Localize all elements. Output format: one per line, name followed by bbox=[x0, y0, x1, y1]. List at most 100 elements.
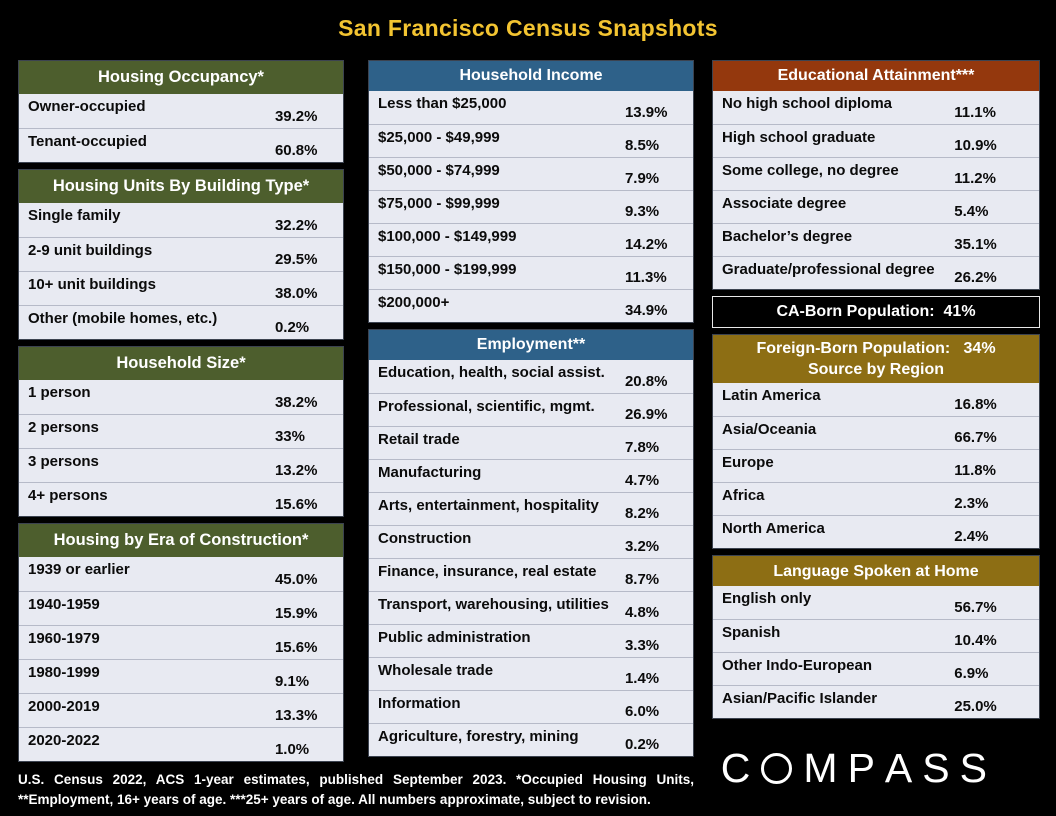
row-value: 11.3% bbox=[624, 269, 667, 286]
census-table: Housing Units By Building Type* Single fa… bbox=[18, 169, 344, 340]
logo-letter: P bbox=[847, 745, 875, 791]
row-value: 2.3% bbox=[954, 495, 989, 513]
table-row: Bachelor’s degree 35.1% bbox=[713, 223, 1039, 256]
table-header: CA-Born Population: 41% bbox=[713, 297, 1039, 327]
table-row: Agriculture, forestry, mining 0.2% bbox=[369, 723, 693, 756]
row-value: 4.7% bbox=[624, 472, 660, 489]
table-row: 1 person 38.2% bbox=[19, 380, 343, 414]
row-label: 1 person bbox=[28, 384, 91, 401]
row-value: 26.2% bbox=[954, 269, 997, 286]
table-row: 2020-2022 1.0% bbox=[19, 727, 343, 761]
row-value: 13.2% bbox=[274, 462, 318, 479]
row-label: 1980-1999 bbox=[28, 664, 100, 681]
row-value: 8.7% bbox=[624, 571, 660, 588]
row-value: 11.2% bbox=[954, 170, 996, 187]
row-label: Spanish bbox=[722, 624, 781, 642]
row-value: 9.3% bbox=[624, 203, 660, 220]
row-value: 16.8% bbox=[954, 396, 997, 414]
table-title: Household Income bbox=[459, 67, 603, 85]
table-row: High school graduate 10.9% bbox=[713, 124, 1039, 157]
table-row: $25,000 - $49,999 8.5% bbox=[369, 124, 693, 157]
table-title: Educational Attainment*** bbox=[777, 67, 975, 85]
table-row: Information 6.0% bbox=[369, 690, 693, 723]
row-value: 5.4% bbox=[954, 203, 989, 220]
logo-letter: C bbox=[720, 745, 751, 791]
table-row: Africa 2.3% bbox=[713, 482, 1039, 516]
row-value: 45.0% bbox=[274, 571, 318, 588]
row-label: Public administration bbox=[378, 629, 531, 646]
footnote: U.S. Census 2022, ACS 1-year estimates, … bbox=[18, 771, 694, 807]
census-table: Language Spoken at Home English only 56.7%… bbox=[712, 555, 1040, 720]
table-row: 1940-1959 15.9% bbox=[19, 591, 343, 625]
table-row: Construction 3.2% bbox=[369, 525, 693, 558]
column-right: Educational Attainment*** No high school … bbox=[712, 60, 1040, 762]
row-label: Arts, entertainment, hospitality bbox=[378, 497, 599, 514]
table-row: 1980-1999 9.1% bbox=[19, 659, 343, 693]
row-label: Latin America bbox=[722, 387, 821, 405]
row-value: 1.4% bbox=[624, 670, 660, 687]
table-row: 3 persons 13.2% bbox=[19, 448, 343, 482]
row-label: 2-9 unit buildings bbox=[28, 242, 153, 259]
row-label: $150,000 - $199,999 bbox=[378, 261, 517, 278]
row-value: 13.9% bbox=[624, 104, 668, 121]
table-title: CA-Born Population: 41% bbox=[776, 303, 976, 321]
table-header: Employment** bbox=[369, 330, 693, 360]
table-row: Owner-occupied 39.2% bbox=[19, 94, 343, 128]
table-row: Wholesale trade 1.4% bbox=[369, 657, 693, 690]
logo-letter: S bbox=[959, 745, 987, 791]
table-title: Housing Units By Building Type* bbox=[52, 176, 310, 195]
row-value: 11.8% bbox=[954, 462, 996, 480]
table-row: $75,000 - $99,999 9.3% bbox=[369, 190, 693, 223]
row-label: High school graduate bbox=[722, 129, 876, 146]
table-title: Housing Occupancy* bbox=[98, 67, 264, 86]
row-value: 32.2% bbox=[274, 217, 318, 234]
table-row: Other (mobile homes, etc.) 0.2% bbox=[19, 305, 343, 339]
row-label: Wholesale trade bbox=[378, 662, 494, 679]
row-label: 1939 or earlier bbox=[28, 561, 130, 578]
row-value: 13.3% bbox=[274, 707, 318, 724]
table-row: 10+ unit buildings 38.0% bbox=[19, 271, 343, 305]
row-value: 66.7% bbox=[954, 429, 997, 447]
row-value: 38.0% bbox=[274, 285, 318, 302]
table-title: Foreign-Born Population: 34% bbox=[756, 340, 996, 357]
table-row: Less than $25,000 13.9% bbox=[369, 91, 693, 124]
table-row: Asian/Pacific Islander 25.0% bbox=[713, 685, 1039, 719]
row-label: $25,000 - $49,999 bbox=[378, 129, 500, 146]
table-row: 2-9 unit buildings 29.5% bbox=[19, 237, 343, 271]
table-row: North America 2.4% bbox=[713, 515, 1039, 549]
row-label: Manufacturing bbox=[378, 464, 482, 481]
row-value: 25.0% bbox=[954, 698, 997, 716]
row-value: 15.6% bbox=[274, 639, 318, 656]
row-value: 34.9% bbox=[624, 302, 668, 319]
row-value: 6.9% bbox=[954, 665, 989, 683]
row-label: 1960-1979 bbox=[28, 630, 100, 647]
table-row: Latin America 16.8% bbox=[713, 383, 1039, 417]
row-label: $100,000 - $149,999 bbox=[378, 228, 517, 245]
row-label: Education, health, social assist. bbox=[378, 364, 605, 381]
table-row: English only 56.7% bbox=[713, 586, 1039, 620]
row-value: 11.1% bbox=[954, 104, 996, 121]
census-table: Housing by Era of Construction* 1939 or e… bbox=[18, 523, 344, 762]
row-value: 4.8% bbox=[624, 604, 660, 621]
table-row: Public administration 3.3% bbox=[369, 624, 693, 657]
row-label: Owner-occupied bbox=[28, 98, 146, 115]
table-header: Foreign-Born Population: 34% Source by Re… bbox=[713, 335, 1039, 384]
row-label: Asia/Oceania bbox=[722, 421, 817, 439]
row-value: 3.2% bbox=[624, 538, 660, 555]
row-value: 38.2% bbox=[274, 394, 318, 411]
row-label: Transport, warehousing, utilities bbox=[378, 596, 609, 613]
table-row: Finance, insurance, real estate 8.7% bbox=[369, 558, 693, 591]
column-middle: Household Income Less than $25,000 13.9% $2… bbox=[368, 60, 694, 762]
row-value: 60.8% bbox=[274, 142, 318, 159]
table-row: 2000-2019 13.3% bbox=[19, 693, 343, 727]
row-value: 15.9% bbox=[274, 605, 318, 622]
row-value: 0.2% bbox=[274, 319, 310, 336]
row-label: 4+ persons bbox=[28, 487, 108, 504]
census-table: Household Income Less than $25,000 13.9% $2… bbox=[368, 60, 694, 323]
table-row: No high school diploma 11.1% bbox=[713, 91, 1039, 124]
row-value: 8.2% bbox=[624, 505, 660, 522]
table-title: Source by Region bbox=[807, 361, 945, 379]
table-row: Single family 32.2% bbox=[19, 203, 343, 237]
table-row: Some college, no degree 11.2% bbox=[713, 157, 1039, 190]
table-row: 1939 or earlier 45.0% bbox=[19, 557, 343, 591]
